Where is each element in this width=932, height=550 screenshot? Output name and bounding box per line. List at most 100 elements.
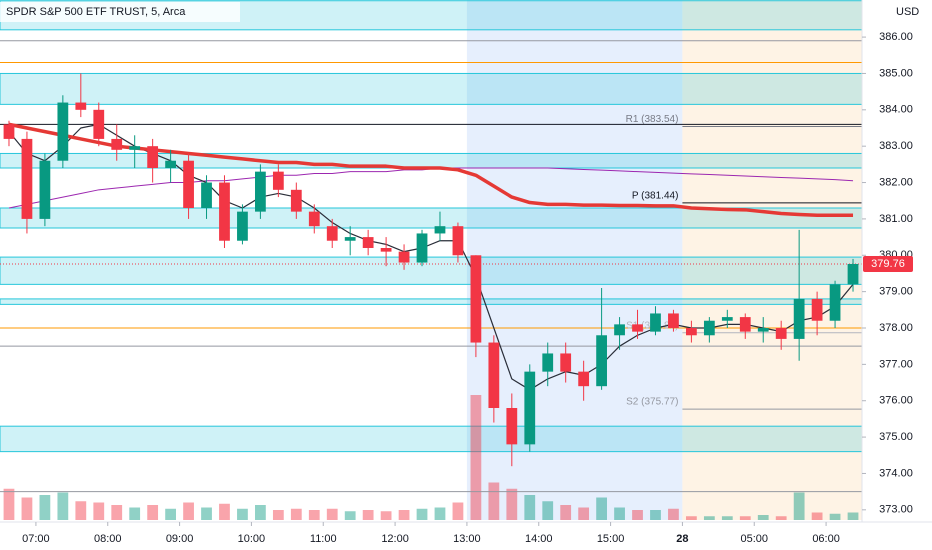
y-tick-label: 382.00 — [879, 176, 913, 188]
pivot-label: S2 (375.77) — [626, 397, 678, 408]
volume-layer — [3, 395, 859, 520]
volume-bar — [668, 508, 679, 520]
candle-body — [811, 298, 823, 321]
price-tag-label: 379.76 — [871, 258, 905, 270]
volume-bar — [560, 505, 572, 520]
volume-bar — [39, 495, 51, 520]
x-tick-label: 08:00 — [94, 533, 122, 545]
volume-bar — [21, 497, 33, 520]
volume-bar — [111, 505, 123, 520]
candle-body — [201, 182, 212, 208]
candle-body — [578, 371, 590, 387]
volume-bar — [847, 512, 859, 520]
candle-body — [75, 102, 87, 110]
volume-bar — [542, 501, 554, 520]
candle-body — [793, 298, 805, 339]
volume-bar — [129, 507, 141, 520]
volume-bar — [201, 507, 212, 520]
volume-bar — [75, 501, 87, 520]
candle-body — [165, 160, 176, 168]
candle-body — [344, 237, 356, 241]
candle-body — [524, 371, 536, 445]
candle-body — [686, 328, 697, 336]
x-tick-label: 28 — [676, 533, 688, 545]
volume-bar — [596, 497, 607, 520]
x-tick-label: 10:00 — [238, 533, 266, 545]
y-tick-label: 385.00 — [879, 67, 913, 79]
candle-body — [434, 226, 446, 234]
candle-body — [614, 324, 625, 336]
candle-body — [632, 324, 643, 332]
candle-body — [739, 317, 751, 332]
candle-body — [39, 160, 51, 219]
volume-bar — [650, 510, 661, 520]
volume-bar — [470, 395, 482, 520]
volume-bar — [237, 508, 248, 520]
volume-bar — [416, 508, 428, 520]
x-tick-label: 09:00 — [166, 533, 194, 545]
volume-bar — [93, 502, 105, 520]
volume-bar — [632, 510, 643, 520]
volume-bar — [775, 516, 787, 520]
title-background — [0, 2, 240, 22]
candle-body — [326, 226, 338, 241]
background-layer — [0, 0, 863, 520]
candle-body — [147, 146, 159, 168]
candle-body — [703, 320, 715, 336]
candle-body — [847, 264, 859, 285]
price-tag — [863, 256, 913, 272]
x-tick-label: 13:00 — [453, 533, 481, 545]
candle-body — [488, 342, 500, 408]
volume-bar — [272, 510, 284, 520]
candle-body — [129, 146, 141, 150]
candle-body — [183, 160, 194, 208]
volume-bar — [183, 502, 194, 520]
y-tick-label: 373.00 — [879, 504, 913, 516]
candle-body — [416, 233, 428, 263]
candle-body — [757, 328, 769, 332]
volume-bar — [524, 495, 536, 520]
candle-body — [362, 237, 374, 248]
volume-bar — [3, 488, 15, 520]
candle-body — [111, 138, 123, 150]
volume-bar — [829, 513, 841, 520]
currency-label: USD — [896, 6, 919, 18]
y-tick-label: 375.00 — [879, 431, 913, 443]
y-tick-label: 381.00 — [879, 213, 913, 225]
x-tick-label: 15:00 — [597, 533, 625, 545]
y-tick-label: 374.00 — [879, 467, 913, 479]
y-tick-label: 386.00 — [879, 31, 913, 43]
candle-body — [668, 313, 679, 328]
volume-bar — [452, 502, 464, 520]
volume-bar — [290, 508, 302, 520]
volume-bar — [703, 516, 715, 520]
x-tick-label: 06:00 — [812, 533, 840, 545]
candle-body — [3, 124, 15, 139]
candle-body — [255, 171, 266, 212]
volume-bar — [578, 507, 590, 520]
candle-body — [506, 408, 518, 445]
candle-body — [93, 109, 105, 139]
volume-bar — [757, 515, 769, 520]
volume-bar — [308, 510, 320, 520]
candle-body — [721, 317, 733, 321]
zone — [0, 72, 863, 105]
volume-bar — [434, 507, 446, 520]
level-layer: R1 (383.54)P (381.44)S1 (377.87)S2 (375.… — [0, 40, 862, 493]
volume-bar — [165, 508, 176, 520]
volume-bar — [147, 505, 159, 520]
candle-body — [829, 284, 841, 321]
candle-body — [21, 138, 33, 219]
volume-bar — [326, 508, 338, 520]
candle-body — [219, 182, 230, 241]
x-tick-label: 12:00 — [381, 533, 409, 545]
volume-bar — [488, 482, 500, 520]
candle-body — [290, 189, 302, 212]
x-tick-label: 11:00 — [310, 533, 337, 545]
candle-body — [237, 211, 248, 241]
y-tick-label: 384.00 — [879, 104, 913, 116]
candle-body — [308, 211, 320, 227]
zone — [0, 152, 863, 169]
volume-bar — [219, 503, 230, 520]
